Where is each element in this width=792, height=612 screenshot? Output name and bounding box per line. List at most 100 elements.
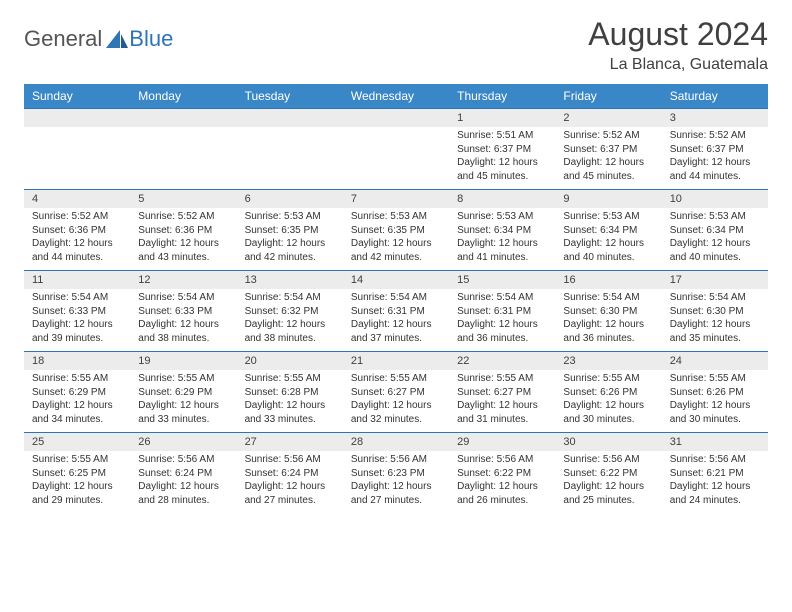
daylight-text: and 28 minutes. bbox=[138, 494, 228, 508]
day-info: Sunrise: 5:56 AMSunset: 6:21 PMDaylight:… bbox=[662, 451, 768, 513]
day-number: 18 bbox=[24, 352, 130, 371]
daylight-text: Daylight: 12 hours bbox=[351, 399, 441, 413]
day-info: Sunrise: 5:53 AMSunset: 6:35 PMDaylight:… bbox=[237, 208, 343, 271]
day-info: Sunrise: 5:56 AMSunset: 6:24 PMDaylight:… bbox=[130, 451, 236, 513]
sunset-text: Sunset: 6:36 PM bbox=[32, 224, 122, 238]
sunset-text: Sunset: 6:27 PM bbox=[457, 386, 547, 400]
daylight-text: Daylight: 12 hours bbox=[457, 480, 547, 494]
day-info: Sunrise: 5:51 AMSunset: 6:37 PMDaylight:… bbox=[449, 127, 555, 190]
sunset-text: Sunset: 6:37 PM bbox=[563, 143, 653, 157]
sunset-text: Sunset: 6:26 PM bbox=[563, 386, 653, 400]
daylight-text: and 37 minutes. bbox=[351, 332, 441, 346]
day-info: Sunrise: 5:54 AMSunset: 6:33 PMDaylight:… bbox=[24, 289, 130, 352]
sunrise-text: Sunrise: 5:54 AM bbox=[138, 291, 228, 305]
daylight-text: Daylight: 12 hours bbox=[351, 480, 441, 494]
sunset-text: Sunset: 6:31 PM bbox=[457, 305, 547, 319]
day-header-row: Sunday Monday Tuesday Wednesday Thursday… bbox=[24, 84, 768, 109]
day-number bbox=[130, 109, 236, 128]
day-number: 19 bbox=[130, 352, 236, 371]
day-info bbox=[237, 127, 343, 190]
daylight-text: Daylight: 12 hours bbox=[563, 480, 653, 494]
day-info: Sunrise: 5:56 AMSunset: 6:22 PMDaylight:… bbox=[555, 451, 661, 513]
sunset-text: Sunset: 6:29 PM bbox=[138, 386, 228, 400]
daylight-text: and 42 minutes. bbox=[245, 251, 335, 265]
logo-word1: General bbox=[24, 26, 102, 52]
daylight-text: and 32 minutes. bbox=[351, 413, 441, 427]
sunset-text: Sunset: 6:34 PM bbox=[670, 224, 760, 238]
sunset-text: Sunset: 6:35 PM bbox=[245, 224, 335, 238]
day-number-row: 45678910 bbox=[24, 190, 768, 209]
sunset-text: Sunset: 6:24 PM bbox=[245, 467, 335, 481]
sunset-text: Sunset: 6:25 PM bbox=[32, 467, 122, 481]
day-number: 12 bbox=[130, 271, 236, 290]
sunrise-text: Sunrise: 5:56 AM bbox=[563, 453, 653, 467]
daylight-text: and 42 minutes. bbox=[351, 251, 441, 265]
sunset-text: Sunset: 6:24 PM bbox=[138, 467, 228, 481]
sunrise-text: Sunrise: 5:54 AM bbox=[351, 291, 441, 305]
sunrise-text: Sunrise: 5:56 AM bbox=[138, 453, 228, 467]
day-number-row: 25262728293031 bbox=[24, 433, 768, 452]
daylight-text: Daylight: 12 hours bbox=[563, 399, 653, 413]
daylight-text: Daylight: 12 hours bbox=[457, 237, 547, 251]
day-info-row: Sunrise: 5:51 AMSunset: 6:37 PMDaylight:… bbox=[24, 127, 768, 190]
sunrise-text: Sunrise: 5:55 AM bbox=[457, 372, 547, 386]
day-number: 23 bbox=[555, 352, 661, 371]
day-info-row: Sunrise: 5:55 AM Sunset: 6:29 PM Daylight:… bbox=[24, 370, 768, 433]
daylight-text: Daylight: 12 hours bbox=[563, 156, 653, 170]
daylight-text: and 30 minutes. bbox=[563, 413, 653, 427]
day-number: 3 bbox=[662, 109, 768, 128]
day-number-row: 18192021222324 bbox=[24, 352, 768, 371]
daylight-text: and 45 minutes. bbox=[563, 170, 653, 184]
day-number: 7 bbox=[343, 190, 449, 209]
day-info: Sunrise: 5:53 AMSunset: 6:34 PMDaylight:… bbox=[662, 208, 768, 271]
sunrise-text: Sunrise: 5:53 AM bbox=[351, 210, 441, 224]
sunrise-text: Sunrise: 5:56 AM bbox=[245, 453, 335, 467]
daylight-text: and 36 minutes. bbox=[457, 332, 547, 346]
daylight-text: and 25 minutes. bbox=[563, 494, 653, 508]
day-header: Wednesday bbox=[343, 84, 449, 109]
daylight-text: and 43 minutes. bbox=[138, 251, 228, 265]
daylight-text: and 30 minutes. bbox=[670, 413, 760, 427]
sunset-text: Sunset: 6:28 PM bbox=[245, 386, 335, 400]
day-number: 1 bbox=[449, 109, 555, 128]
daylight-text: Daylight: 12 hours bbox=[32, 237, 122, 251]
sunset-text: Sunset: 6:33 PM bbox=[138, 305, 228, 319]
day-info: Sunrise: 5:53 AMSunset: 6:34 PMDaylight:… bbox=[449, 208, 555, 271]
day-info: Sunrise: 5:54 AMSunset: 6:33 PMDaylight:… bbox=[130, 289, 236, 352]
day-number: 4 bbox=[24, 190, 130, 209]
daylight-text: Daylight: 12 hours bbox=[563, 318, 653, 332]
day-info: Sunrise: 5:55 AMSunset: 6:25 PMDaylight:… bbox=[24, 451, 130, 513]
day-number: 9 bbox=[555, 190, 661, 209]
day-header: Saturday bbox=[662, 84, 768, 109]
daylight-text: Daylight: 12 hours bbox=[138, 480, 228, 494]
day-number: 26 bbox=[130, 433, 236, 452]
day-info: Sunrise: 5:52 AMSunset: 6:37 PMDaylight:… bbox=[555, 127, 661, 190]
sunset-text: Sunset: 6:30 PM bbox=[563, 305, 653, 319]
daylight-text: Daylight: 12 hours bbox=[32, 399, 122, 413]
day-number: 15 bbox=[449, 271, 555, 290]
day-info: Sunrise: 5:56 AMSunset: 6:24 PMDaylight:… bbox=[237, 451, 343, 513]
daylight-text: Daylight: 12 hours bbox=[457, 156, 547, 170]
daylight-text: Daylight: 12 hours bbox=[32, 318, 122, 332]
day-info: Sunrise: 5:54 AMSunset: 6:30 PMDaylight:… bbox=[662, 289, 768, 352]
day-header: Monday bbox=[130, 84, 236, 109]
day-number-row: 123 bbox=[24, 109, 768, 128]
day-number: 10 bbox=[662, 190, 768, 209]
sunrise-text: Sunrise: 5:53 AM bbox=[245, 210, 335, 224]
sunrise-text: Sunrise: 5:52 AM bbox=[563, 129, 653, 143]
sunset-text: Sunset: 6:34 PM bbox=[563, 224, 653, 238]
day-info: Sunrise: 5:54 AMSunset: 6:30 PMDaylight:… bbox=[555, 289, 661, 352]
daylight-text: and 26 minutes. bbox=[457, 494, 547, 508]
sunset-text: Sunset: 6:33 PM bbox=[32, 305, 122, 319]
day-number: 21 bbox=[343, 352, 449, 371]
sunrise-text: Sunrise: 5:54 AM bbox=[457, 291, 547, 305]
day-number: 24 bbox=[662, 352, 768, 371]
sunrise-text: Sunrise: 5:52 AM bbox=[32, 210, 122, 224]
day-number: 17 bbox=[662, 271, 768, 290]
sunset-text: Sunset: 6:35 PM bbox=[351, 224, 441, 238]
sunrise-text: Sunrise: 5:53 AM bbox=[670, 210, 760, 224]
sunset-text: Sunset: 6:30 PM bbox=[670, 305, 760, 319]
sunset-text: Sunset: 6:37 PM bbox=[670, 143, 760, 157]
day-info: Sunrise: 5:54 AMSunset: 6:31 PMDaylight:… bbox=[343, 289, 449, 352]
sunrise-text: Sunrise: 5:54 AM bbox=[32, 291, 122, 305]
